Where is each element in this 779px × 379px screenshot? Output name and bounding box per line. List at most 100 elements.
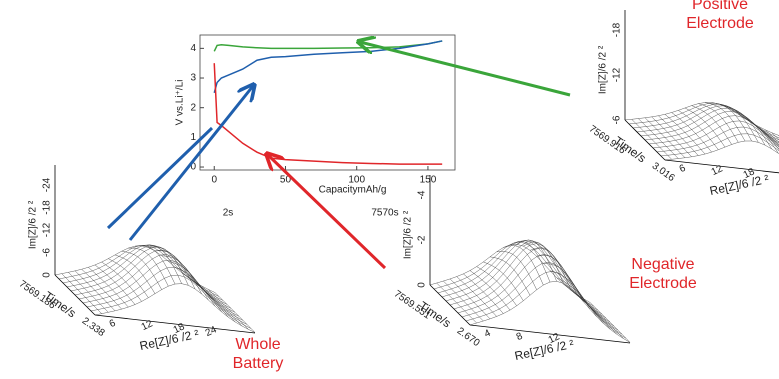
arrow xyxy=(268,155,387,270)
annotation: 2s xyxy=(223,208,234,219)
surface-mesh xyxy=(751,122,779,148)
x-tick-label: 100 xyxy=(348,175,365,186)
surface-mesh xyxy=(463,273,504,314)
panel-label: Positive xyxy=(692,0,748,13)
surface-mesh xyxy=(476,266,517,306)
z-tick-label: 0 xyxy=(42,272,53,278)
surface-mesh xyxy=(651,116,692,157)
surface-mesh xyxy=(631,119,672,160)
panel-label: Negative xyxy=(631,256,694,273)
time-axis xyxy=(429,284,471,326)
re-tick-label: 4 xyxy=(483,328,493,341)
surface-mesh xyxy=(771,132,779,140)
re-tick-label: 24 xyxy=(204,324,219,339)
surface-mesh xyxy=(644,117,686,158)
surface-mesh xyxy=(671,112,712,153)
surface-mesh xyxy=(461,262,623,335)
surface-mesh xyxy=(684,107,726,148)
z-tick-label: -4 xyxy=(417,190,428,199)
surface-mesh xyxy=(449,243,611,323)
re-tick-label: 18 xyxy=(172,321,187,336)
x-tick-label: 50 xyxy=(280,175,292,186)
z-axis-label: Im[Z]/6 /2 ² xyxy=(403,210,414,259)
surface-mesh xyxy=(121,250,162,290)
annotation: 7570s xyxy=(371,208,398,219)
surface-mesh xyxy=(724,106,766,146)
z-tick-label: -12 xyxy=(612,67,623,82)
surface-mesh xyxy=(208,289,249,330)
y-tick-label: 0 xyxy=(190,162,196,173)
re-axis xyxy=(94,314,256,334)
panel-label: Battery xyxy=(233,355,284,372)
surface-mesh xyxy=(678,110,719,150)
surface-mesh xyxy=(456,276,497,317)
surface-mesh xyxy=(161,255,202,295)
z-tick-label: -18 xyxy=(42,200,53,215)
z-tick-label: -18 xyxy=(612,22,623,37)
surface-mesh xyxy=(88,267,129,308)
arrow xyxy=(128,86,253,241)
surface-mesh xyxy=(664,140,779,161)
line-series xyxy=(213,40,443,94)
re-tick-label: 12 xyxy=(710,163,725,178)
surface-mesh xyxy=(168,261,209,301)
surface-mesh xyxy=(449,278,491,320)
arrow xyxy=(106,126,214,230)
surface-mesh xyxy=(181,272,222,313)
x-tick-label: 0 xyxy=(211,175,217,186)
re-axis xyxy=(469,324,631,344)
surface-mesh xyxy=(509,241,551,283)
surface-mesh xyxy=(638,118,679,159)
surface-mesh xyxy=(74,270,116,311)
z-tick-label: 0 xyxy=(417,282,428,288)
time-tick-label: 3.016 xyxy=(650,161,677,185)
surface-mesh xyxy=(128,247,169,287)
surface-mesh xyxy=(81,269,122,310)
arrow xyxy=(360,42,571,97)
surface-mesh xyxy=(576,294,617,335)
surface-mesh xyxy=(664,114,706,155)
z-tick-label: -24 xyxy=(42,177,53,192)
time-axis xyxy=(624,119,666,161)
surface-mesh xyxy=(569,289,611,330)
surface-mesh xyxy=(516,239,557,282)
surface-mesh xyxy=(141,244,182,284)
panel-label: Whole xyxy=(235,336,280,353)
z-axis-label: Im[Z]/6 /2 ² xyxy=(598,45,609,94)
surface-mesh xyxy=(549,270,591,310)
surface-mesh xyxy=(503,245,544,286)
surface-mesh xyxy=(758,126,779,146)
surface-mesh xyxy=(214,292,256,333)
surface-mesh xyxy=(718,103,759,143)
surface-mesh xyxy=(469,270,511,311)
surface-mesh xyxy=(536,255,577,295)
surface-mesh xyxy=(589,302,631,343)
surface-mesh xyxy=(764,129,779,143)
surface-mesh xyxy=(174,266,216,307)
z-tick-label: -6 xyxy=(612,115,623,124)
surface-mesh xyxy=(94,264,136,305)
z-tick-label: -6 xyxy=(42,248,53,257)
surface-mesh xyxy=(154,250,196,290)
time-tick-label: 2.670 xyxy=(455,326,482,350)
line-series xyxy=(213,40,443,52)
time-tick-label: 2.338 xyxy=(80,316,107,340)
surface-mesh xyxy=(691,105,732,145)
surface-mesh xyxy=(523,242,564,284)
surface-mesh xyxy=(624,102,779,136)
surface-mesh xyxy=(457,254,619,331)
surface-mesh xyxy=(441,239,603,315)
surface-mesh xyxy=(563,283,604,324)
surface-mesh xyxy=(86,266,248,325)
x-tick-label: 150 xyxy=(420,175,437,186)
y-tick-label: 4 xyxy=(190,43,196,54)
surface-mesh xyxy=(658,115,699,156)
surface-mesh xyxy=(108,258,149,298)
surface-mesh xyxy=(489,256,531,296)
re-axis xyxy=(664,159,779,174)
surface-mesh xyxy=(704,102,746,142)
surface-mesh xyxy=(496,251,537,290)
